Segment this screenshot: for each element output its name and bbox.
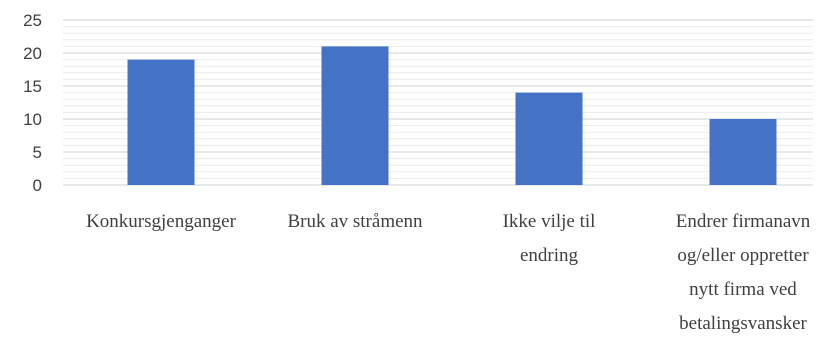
bar [709,119,777,185]
x-category-label: Ikke vilje til endring [503,211,596,266]
bar [321,46,389,186]
y-tick-label: 0 [33,176,42,195]
bar [127,59,195,185]
x-category-label: Bruk av stråmenn [287,211,423,232]
y-tick-label: 10 [23,110,42,129]
y-tick-label: 25 [23,11,42,30]
x-category-label: Endrer firmanavn og/eller oppretter nytt f… [676,211,811,334]
y-tick-label: 5 [33,143,42,162]
y-tick-label: 15 [23,77,42,96]
y-axis-ticks: 0 5 10 15 20 25 [23,11,42,195]
y-tick-label: 20 [23,44,42,63]
bar [515,92,583,185]
x-axis-labels: Konkursgjenganger Bruk av stråmenn Ikke vi… [86,211,811,334]
bars [127,46,777,186]
x-category-label: Konkursgjenganger [86,211,237,232]
